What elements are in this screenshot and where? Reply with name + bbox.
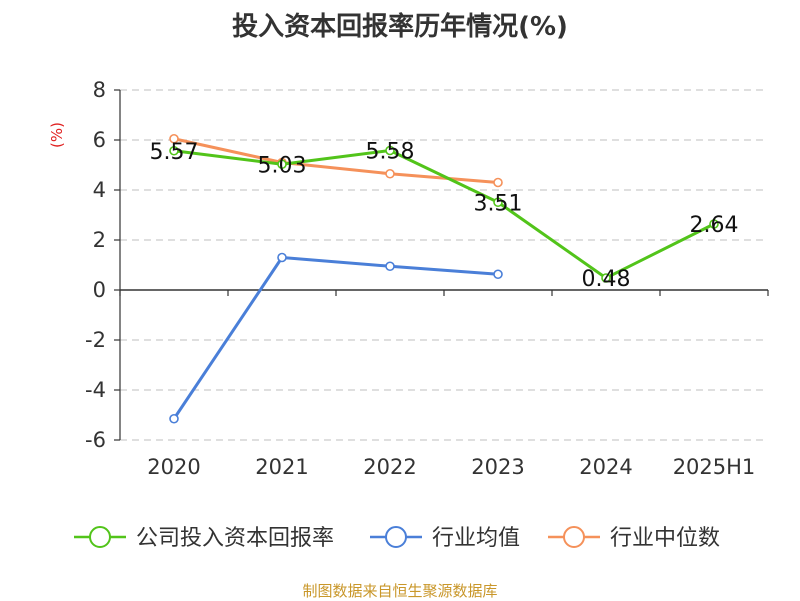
- series-line-2: [172, 256, 499, 420]
- y-tick-label: 4: [93, 178, 106, 202]
- y-tick-label: -2: [85, 328, 106, 352]
- data-point: [709, 219, 719, 229]
- data-point: [493, 197, 503, 208]
- data-point: [277, 159, 287, 170]
- data-point: [169, 133, 179, 144]
- legend-label: 行业中位数: [610, 526, 720, 551]
- data-point: [385, 261, 395, 272]
- data-source-note: 制图数据来自恒生聚源数据库: [302, 582, 498, 600]
- data-label: 3.51: [474, 191, 523, 216]
- chart-title: 投入资本回报率历年情况(%): [232, 12, 568, 42]
- data-point: [493, 269, 503, 280]
- data-point: [601, 273, 611, 283]
- y-tick-label: -4: [85, 378, 106, 402]
- y-tick-label: 6: [93, 128, 106, 152]
- y-tick-label: 0: [93, 278, 106, 302]
- data-point: [385, 168, 395, 179]
- data-point: [169, 145, 179, 156]
- data-label: 2.64: [690, 213, 739, 238]
- legend-marker: [385, 526, 407, 548]
- legend-marker: [563, 526, 585, 548]
- legend-label: 公司投入资本回报率: [136, 526, 334, 551]
- x-tick-label: 2023: [471, 455, 524, 479]
- x-tick-label: 2021: [255, 455, 308, 479]
- series-line-1: [173, 149, 715, 280]
- x-tick-label: 2025H1: [673, 455, 756, 479]
- data-label: 5.58: [366, 140, 415, 165]
- data-label: 0.48: [582, 267, 631, 292]
- x-tick-label: 2024: [579, 455, 632, 479]
- data-point: [169, 413, 179, 424]
- x-tick-label: 2022: [363, 455, 416, 479]
- y-tick-label: 8: [93, 78, 106, 102]
- data-point: [277, 252, 287, 263]
- data-label: 5.57: [150, 140, 199, 165]
- data-label: 5.03: [258, 153, 307, 178]
- x-tick-label: 2020: [147, 455, 200, 479]
- legend-marker: [89, 526, 111, 548]
- data-point: [493, 177, 503, 188]
- legend-label: 行业均值: [432, 526, 520, 551]
- y-tick-label: -6: [85, 428, 106, 452]
- y-tick-label: 2: [93, 228, 106, 252]
- data-point: [385, 145, 395, 156]
- series-line-3: [173, 137, 499, 184]
